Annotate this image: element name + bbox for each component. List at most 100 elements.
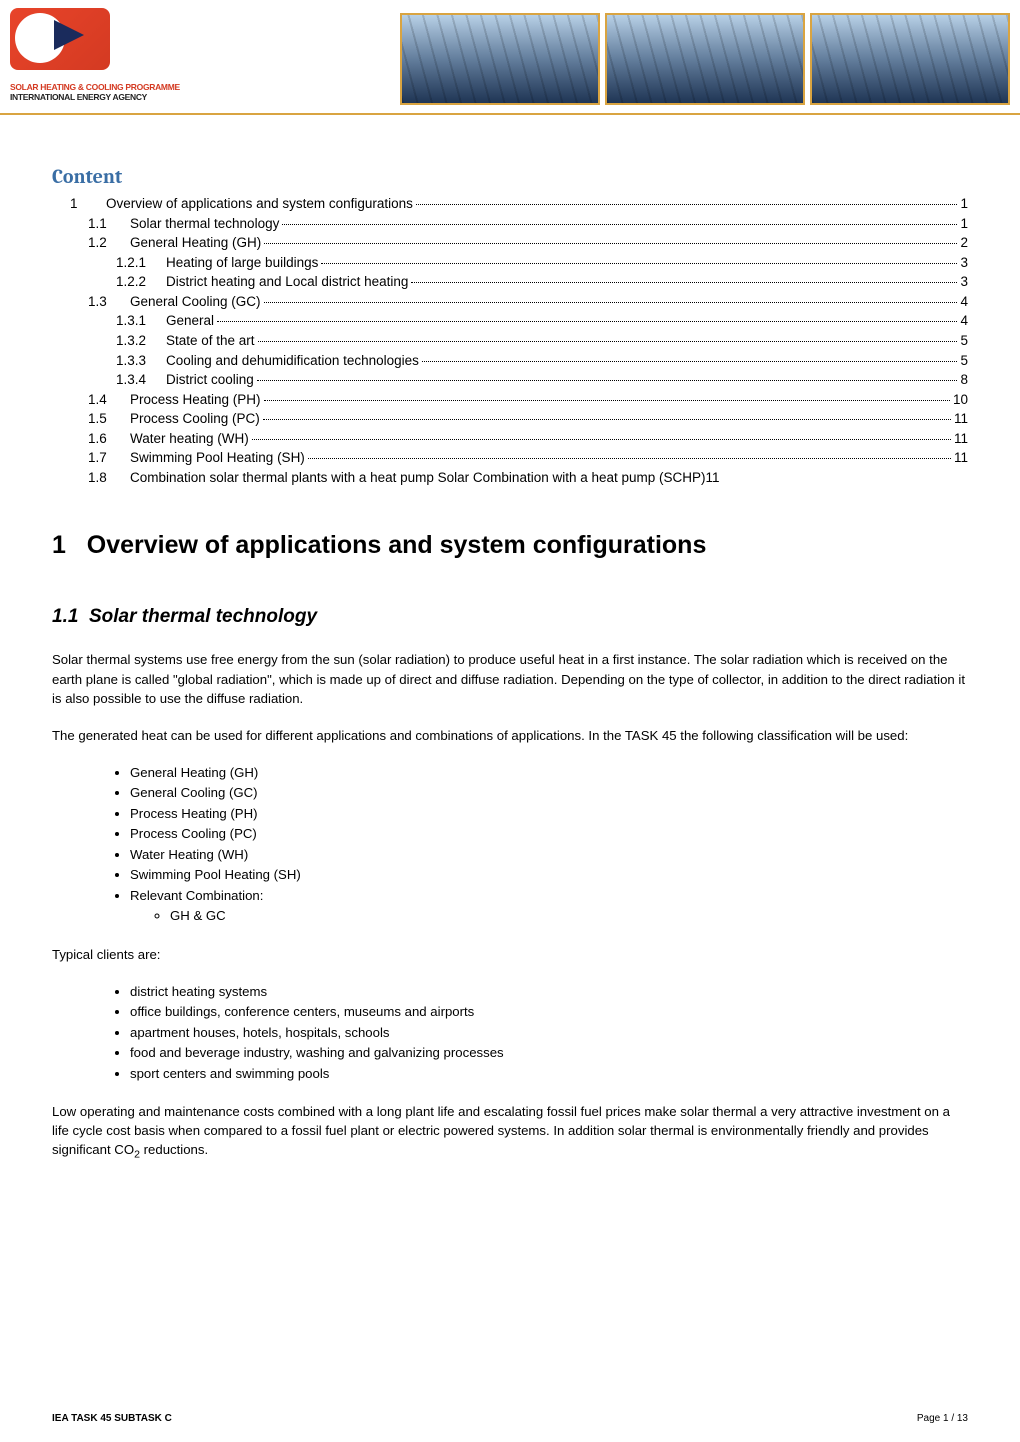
- toc-entry-label: Cooling and dehumidification technologie…: [166, 351, 419, 371]
- section-title: Overview of applications and system conf…: [87, 531, 707, 559]
- toc-entry-page: 1: [960, 194, 968, 214]
- toc-entry[interactable]: 1.2.1Heating of large buildings 3: [52, 253, 968, 273]
- toc-dots: [252, 439, 951, 440]
- toc-entry-number: 1.3: [88, 292, 130, 312]
- toc-entry[interactable]: 1.1Solar thermal technology 1: [52, 214, 968, 234]
- toc-entry[interactable]: 1.8Combination solar thermal plants with…: [52, 468, 968, 488]
- toc-entry-page: 11: [706, 468, 720, 488]
- paragraph-4: Low operating and maintenance costs comb…: [52, 1102, 968, 1163]
- list-item: apartment houses, hotels, hospitals, sch…: [130, 1023, 968, 1043]
- toc-dots: [308, 458, 951, 459]
- toc-entry[interactable]: 1.2.2District heating and Local district…: [52, 272, 968, 292]
- toc-entry[interactable]: 1.3General Cooling (GC) 4: [52, 292, 968, 312]
- paragraph-4b: reductions.: [140, 1142, 208, 1157]
- sub-list: GH & GC: [130, 906, 968, 926]
- banner-panel-1: [400, 13, 600, 105]
- subsection-title: Solar thermal technology: [89, 606, 317, 627]
- toc-entry-page: 11: [954, 409, 968, 429]
- list-item: General Heating (GH): [130, 763, 968, 783]
- toc-dots: [321, 263, 957, 264]
- toc-entry-label: General Cooling (GC): [130, 292, 261, 312]
- toc-dots: [258, 341, 958, 342]
- list-item-label: Relevant Combination:: [130, 888, 263, 903]
- banner-panel-3: [810, 13, 1010, 105]
- toc-entry[interactable]: 1.3.4District cooling 8: [52, 370, 968, 390]
- toc-entry[interactable]: 1Overview of applications and system con…: [52, 194, 968, 214]
- page-header: SOLAR HEATING & COOLING PROGRAMME INTERN…: [0, 0, 1020, 115]
- toc-dots: [264, 400, 950, 401]
- toc-entry[interactable]: 1.3.3Cooling and dehumidification techno…: [52, 351, 968, 371]
- list-item: food and beverage industry, washing and …: [130, 1043, 968, 1063]
- section-heading: 1 Overview of applications and system co…: [52, 531, 968, 560]
- list-item: Water Heating (WH): [130, 845, 968, 865]
- toc-entry-page: 2: [960, 233, 968, 253]
- toc-entry-number: 1.8: [88, 468, 130, 488]
- shc-logo: SOLAR HEATING & COOLING PROGRAMME INTERN…: [10, 8, 180, 102]
- toc-entry-label: Solar thermal technology: [130, 214, 279, 234]
- toc-dots: [416, 204, 958, 205]
- toc-entry-number: 1.4: [88, 390, 130, 410]
- toc-entry-label: General Heating (GH): [130, 233, 261, 253]
- toc-entry-number: 1: [70, 194, 106, 214]
- toc-dots: [422, 361, 958, 362]
- toc-entry[interactable]: 1.4Process Heating (PH) 10: [52, 390, 968, 410]
- section-number: 1: [52, 531, 66, 559]
- toc-entry-label: Process Heating (PH): [130, 390, 261, 410]
- paragraph-2: The generated heat can be used for diffe…: [52, 726, 968, 745]
- banner-panel-2: [605, 13, 805, 105]
- list-item: Swimming Pool Heating (SH): [130, 865, 968, 885]
- list-item: Process Heating (PH): [130, 804, 968, 824]
- toc-entry[interactable]: 1.5Process Cooling (PC) 11: [52, 409, 968, 429]
- list-item: General Cooling (GC): [130, 783, 968, 803]
- toc-entry-label: Water heating (WH): [130, 429, 249, 449]
- toc-entry-page: 8: [960, 370, 968, 390]
- subsection-heading: 1.1 Solar thermal technology: [52, 606, 968, 628]
- list-item: office buildings, conference centers, mu…: [130, 1002, 968, 1022]
- toc-entry-page: 11: [954, 448, 968, 468]
- toc-entry-number: 1.2.1: [116, 253, 166, 273]
- toc-title: Content: [52, 165, 968, 188]
- paragraph-3: Typical clients are:: [52, 945, 968, 964]
- list-item: district heating systems: [130, 982, 968, 1002]
- toc-entry-number: 1.3.2: [116, 331, 166, 351]
- toc-entry[interactable]: 1.3.1General 4: [52, 311, 968, 331]
- list-item: Relevant Combination: GH & GC: [130, 886, 968, 927]
- toc-entry-label: Swimming Pool Heating (SH): [130, 448, 305, 468]
- toc-entry[interactable]: 1.2General Heating (GH) 2: [52, 233, 968, 253]
- toc-entry[interactable]: 1.3.2State of the art 5: [52, 331, 968, 351]
- toc-entry[interactable]: 1.7Swimming Pool Heating (SH) 11: [52, 448, 968, 468]
- toc-entry-number: 1.2: [88, 233, 130, 253]
- toc-entry-label: Process Cooling (PC): [130, 409, 260, 429]
- toc-dots: [264, 243, 957, 244]
- toc-entry-label: District heating and Local district heat…: [166, 272, 408, 292]
- toc-dots: [257, 380, 958, 381]
- shc-logo-icon: [10, 8, 120, 80]
- subsection-number: 1.1: [52, 606, 78, 627]
- toc-entry-number: 1.5: [88, 409, 130, 429]
- toc-entry-page: 3: [960, 272, 968, 292]
- toc-entry-number: 1.3.1: [116, 311, 166, 331]
- toc-entry-page: 5: [960, 351, 968, 371]
- toc-entry-label: Heating of large buildings: [166, 253, 318, 273]
- footer-left: IEA TASK 45 SUBTASK C: [52, 1413, 172, 1424]
- list-item: sport centers and swimming pools: [130, 1064, 968, 1084]
- toc-entry-page: 1: [960, 214, 968, 234]
- toc-entry-page: 11: [954, 429, 968, 449]
- toc-entry-number: 1.6: [88, 429, 130, 449]
- toc-entry-page: 4: [960, 311, 968, 331]
- logo-text-line1: SOLAR HEATING & COOLING PROGRAMME: [10, 82, 180, 92]
- header-banner: [400, 8, 1010, 105]
- toc-entry[interactable]: 1.6Water heating (WH) 11: [52, 429, 968, 449]
- toc-entry-page: 4: [960, 292, 968, 312]
- toc-entry-number: 1.3.4: [116, 370, 166, 390]
- toc-dots: [217, 321, 957, 322]
- page-content: Content 1Overview of applications and sy…: [0, 115, 1020, 1163]
- paragraph-1: Solar thermal systems use free energy fr…: [52, 650, 968, 707]
- toc-dots: [282, 224, 957, 225]
- toc-dots: [264, 302, 958, 303]
- toc-dots: [411, 282, 957, 283]
- footer-right: Page 1 / 13: [917, 1413, 968, 1424]
- toc-entry-page: 5: [960, 331, 968, 351]
- classification-list: General Heating (GH) General Cooling (GC…: [52, 763, 968, 927]
- toc-entry-label: General: [166, 311, 214, 331]
